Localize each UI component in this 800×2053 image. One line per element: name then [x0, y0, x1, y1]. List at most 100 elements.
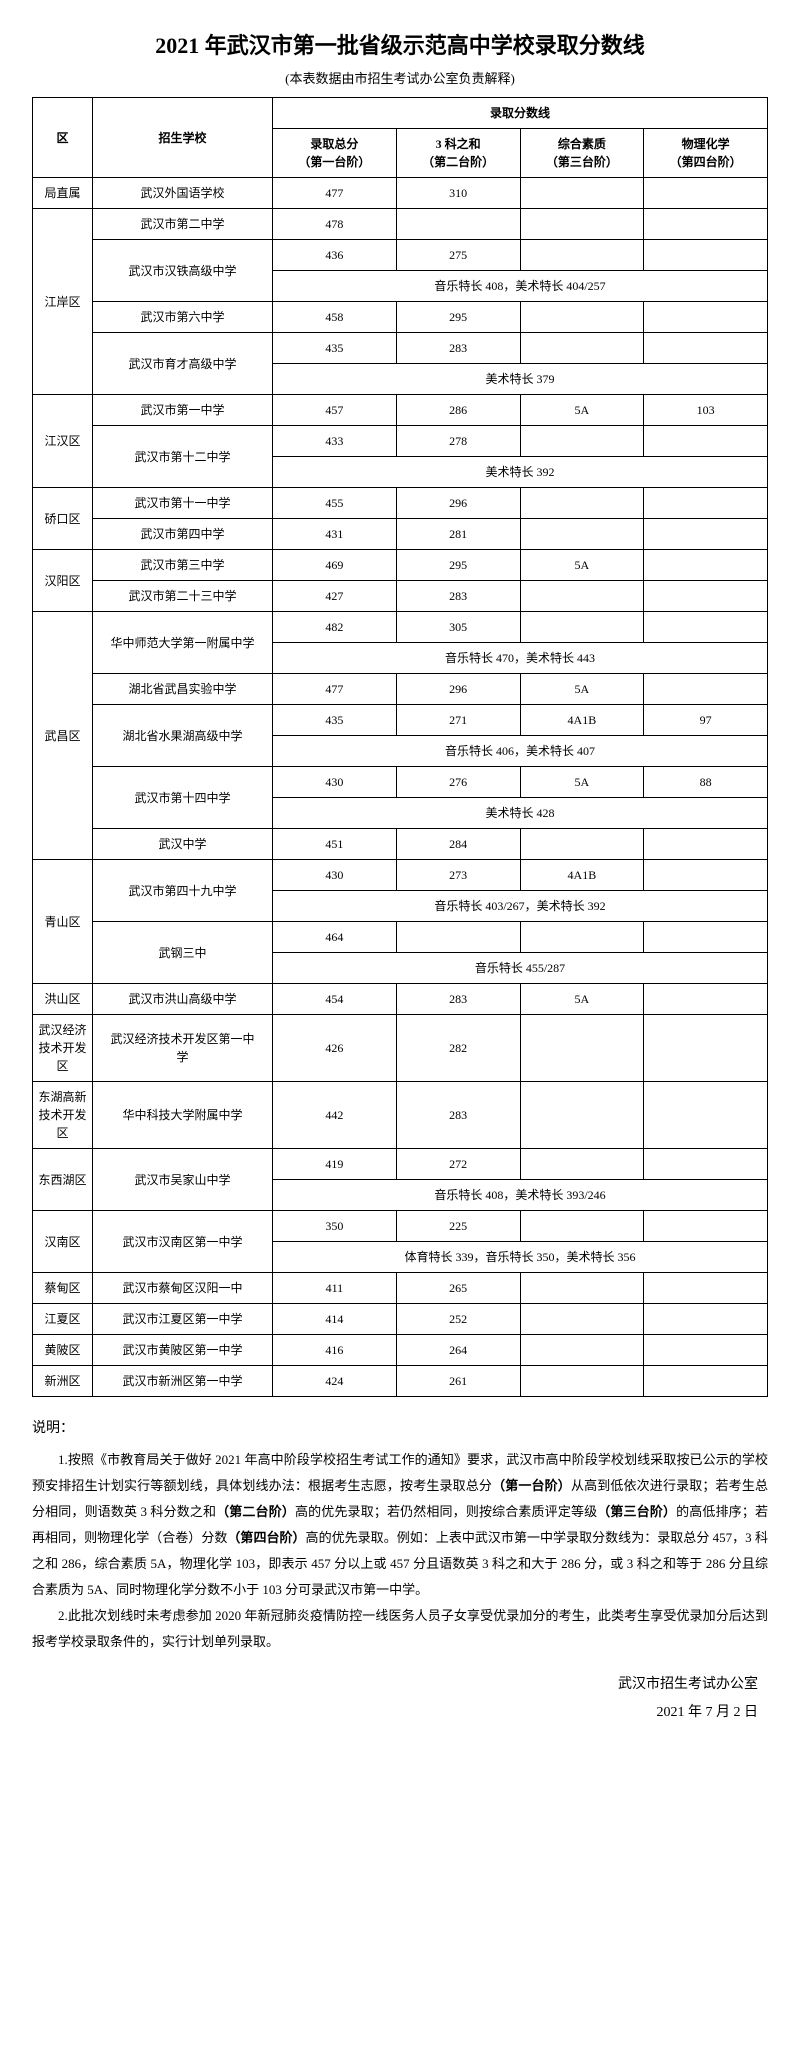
cell-c3: [520, 922, 644, 953]
table-row: 武汉市第六中学458295: [33, 302, 768, 333]
cell-c3: [520, 1211, 644, 1242]
cell-c1: 419: [273, 1149, 397, 1180]
header-district: 区: [33, 98, 93, 178]
notes: 说明： 1.按照《市教育局关于做好 2021 年高中阶段学校招生考试工作的通知》…: [32, 1415, 768, 1655]
cell-c4: [644, 209, 768, 240]
table-row: 汉阳区武汉市第三中学4692955A: [33, 550, 768, 581]
table-row: 武昌区华中师范大学第一附属中学482305: [33, 612, 768, 643]
cell-c1: 458: [273, 302, 397, 333]
cell-merged-note: 美术特长 392: [273, 457, 768, 488]
cell-district: 东湖高新技术开发区: [33, 1082, 93, 1149]
table-row: 湖北省武昌实验中学4772965A: [33, 674, 768, 705]
cell-school: 武汉市第二十三中学: [93, 581, 273, 612]
header-c2: 3 科之和（第二台阶）: [396, 129, 520, 178]
cell-c3: [520, 302, 644, 333]
cell-merged-note: 体育特长 339，音乐特长 350，美术特长 356: [273, 1242, 768, 1273]
cell-c1: 426: [273, 1015, 397, 1082]
cell-c2: 305: [396, 612, 520, 643]
cell-c4: [644, 178, 768, 209]
cell-school: 武汉市第六中学: [93, 302, 273, 333]
cell-c3: [520, 209, 644, 240]
cell-c2: 264: [396, 1335, 520, 1366]
cell-c3: [520, 1335, 644, 1366]
cell-c3: 5A: [520, 395, 644, 426]
table-row: 局直属武汉外国语学校477310: [33, 178, 768, 209]
cell-c4: [644, 333, 768, 364]
cell-c4: [644, 1149, 768, 1180]
cell-c1: 435: [273, 333, 397, 364]
cell-school: 武汉市第三中学: [93, 550, 273, 581]
cell-c4: [644, 519, 768, 550]
cell-c1: 424: [273, 1366, 397, 1397]
table-row: 洪山区武汉市洪山高级中学4542835A: [33, 984, 768, 1015]
cell-merged-note: 美术特长 428: [273, 798, 768, 829]
cell-c4: [644, 488, 768, 519]
cell-school: 武汉市第十二中学: [93, 426, 273, 488]
cell-c4: [644, 550, 768, 581]
table-row: 蔡甸区武汉市蔡甸区汉阳一中411265: [33, 1273, 768, 1304]
table-row: 武汉经济技术开发区武汉经济技术开发区第一中学426282: [33, 1015, 768, 1082]
cell-c2: 276: [396, 767, 520, 798]
cell-district: 黄陂区: [33, 1335, 93, 1366]
cell-c2: 283: [396, 581, 520, 612]
cell-c4: 97: [644, 705, 768, 736]
table-row: 东西湖区武汉市吴家山中学419272: [33, 1149, 768, 1180]
cell-c4: [644, 426, 768, 457]
note-1: 1.按照《市教育局关于做好 2021 年高中阶段学校招生考试工作的通知》要求，武…: [32, 1447, 768, 1603]
cell-school: 武汉市第二中学: [93, 209, 273, 240]
cell-school: 武汉外国语学校: [93, 178, 273, 209]
cell-c1: 442: [273, 1082, 397, 1149]
cell-c1: 431: [273, 519, 397, 550]
table-row: 武汉市第四中学431281: [33, 519, 768, 550]
cell-c1: 430: [273, 767, 397, 798]
cell-district: 洪山区: [33, 984, 93, 1015]
cell-school: 武汉市蔡甸区汉阳一中: [93, 1273, 273, 1304]
cell-c4: [644, 1211, 768, 1242]
note-2: 2.此批次划线时未考虑参加 2020 年新冠肺炎疫情防控一线医务人员子女享受优录…: [32, 1603, 768, 1655]
cell-c2: 265: [396, 1273, 520, 1304]
cell-school: 武汉市育才高级中学: [93, 333, 273, 395]
cell-c1: 464: [273, 922, 397, 953]
cell-c2: 271: [396, 705, 520, 736]
cell-c1: 455: [273, 488, 397, 519]
cell-c1: 482: [273, 612, 397, 643]
cell-district: 江岸区: [33, 209, 93, 395]
cell-school: 武钢三中: [93, 922, 273, 984]
table-row: 汉南区武汉市汉南区第一中学350225: [33, 1211, 768, 1242]
cell-c3: [520, 829, 644, 860]
table-row: 武汉市第十二中学433278: [33, 426, 768, 457]
cell-district: 青山区: [33, 860, 93, 984]
cell-district: 武汉经济技术开发区: [33, 1015, 93, 1082]
cell-school: 武汉市第一中学: [93, 395, 273, 426]
cell-c2: 278: [396, 426, 520, 457]
signature: 武汉市招生考试办公室 2021 年 7 月 2 日: [32, 1671, 758, 1727]
cell-district: 蔡甸区: [33, 1273, 93, 1304]
cell-c2: 283: [396, 333, 520, 364]
cell-c1: 457: [273, 395, 397, 426]
cell-district: 汉阳区: [33, 550, 93, 612]
cell-c3: [520, 519, 644, 550]
cell-district: 硚口区: [33, 488, 93, 550]
cell-c2: 296: [396, 488, 520, 519]
cell-c2: 225: [396, 1211, 520, 1242]
cell-school: 武汉中学: [93, 829, 273, 860]
page-subtitle: (本表数据由市招生考试办公室负责解释): [32, 68, 768, 87]
cell-c3: [520, 178, 644, 209]
table-row: 湖北省水果湖高级中学4352714A1B97: [33, 705, 768, 736]
cell-c3: [520, 1366, 644, 1397]
cell-c1: 416: [273, 1335, 397, 1366]
cell-c2: 281: [396, 519, 520, 550]
cell-school: 武汉市汉南区第一中学: [93, 1211, 273, 1273]
cell-district: 江汉区: [33, 395, 93, 488]
table-row: 武汉市育才高级中学435283: [33, 333, 768, 364]
cell-c3: [520, 1304, 644, 1335]
cell-c3: [520, 1149, 644, 1180]
cell-c3: [520, 1273, 644, 1304]
cell-school: 武汉市第四十九中学: [93, 860, 273, 922]
cell-c3: 4A1B: [520, 705, 644, 736]
cell-merged-note: 音乐特长 408，美术特长 404/257: [273, 271, 768, 302]
cell-c3: [520, 240, 644, 271]
cell-c4: [644, 674, 768, 705]
cell-c3: [520, 426, 644, 457]
cell-c4: [644, 860, 768, 891]
